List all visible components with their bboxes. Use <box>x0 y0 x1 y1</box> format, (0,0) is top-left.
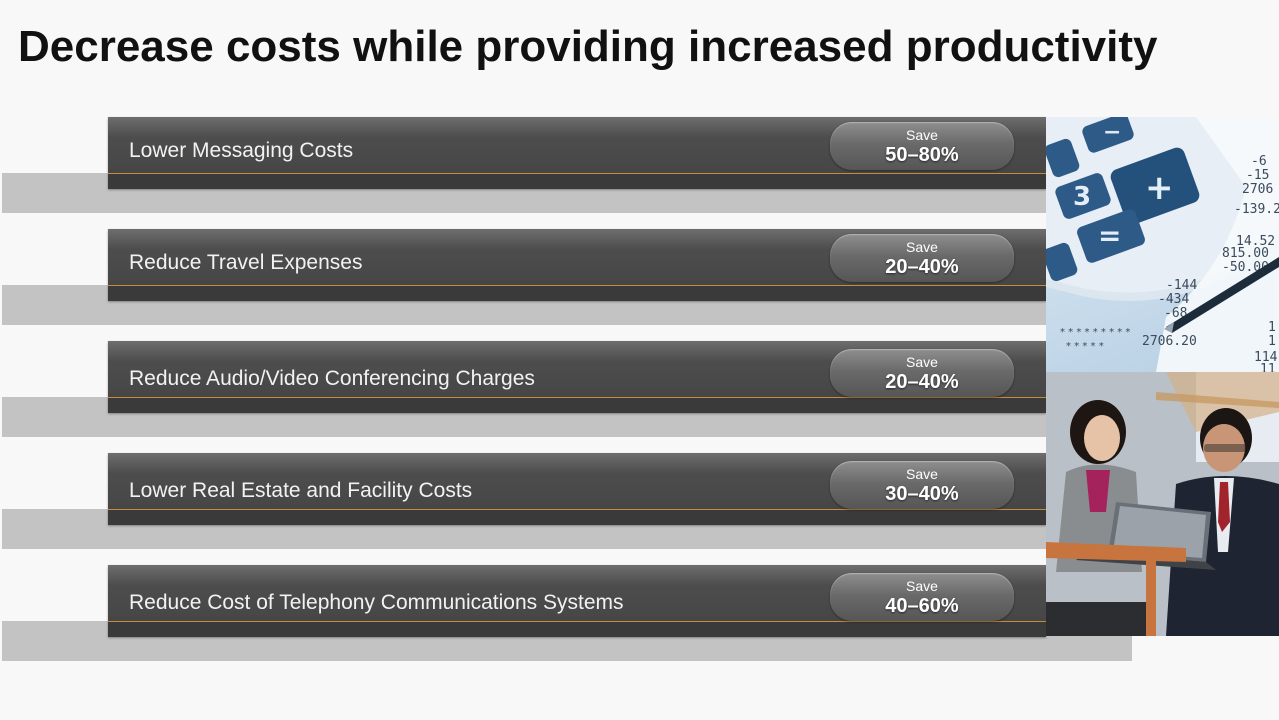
savings-row: Reduce Cost of Telephony Communications … <box>0 565 1279 673</box>
bar-accent-line <box>108 397 1046 398</box>
save-label: Save <box>906 239 938 255</box>
receipt-figure: 1 <box>1268 334 1276 349</box>
receipt-figure: -139.2 <box>1234 202 1279 217</box>
receipt-figure: 1 <box>1268 320 1276 335</box>
bar-accent-line <box>108 621 1046 622</box>
savings-badge: Save 30–40% <box>830 461 1014 509</box>
receipt-figure: 114 <box>1254 350 1278 365</box>
bar-bottom <box>108 174 1046 189</box>
row-label: Reduce Cost of Telephony Communications … <box>129 591 624 614</box>
save-label: Save <box>906 354 938 370</box>
row-bar: Reduce Cost of Telephony Communications … <box>108 565 1046 637</box>
receipt-figure: 11 <box>1260 362 1276 372</box>
savings-percent: 20–40% <box>885 371 959 393</box>
calc-key <box>1082 117 1134 153</box>
savings-row: Reduce Travel Expenses Save 20–40% <box>0 229 1279 337</box>
save-label: Save <box>906 127 938 143</box>
bar-accent-line <box>108 285 1046 286</box>
savings-row: Lower Real Estate and Facility Costs Sav… <box>0 453 1279 561</box>
receipt-figure: -434 <box>1158 292 1189 307</box>
savings-badge: Save 50–80% <box>830 122 1014 170</box>
row-bar: Reduce Audio/Video Conferencing Charges … <box>108 341 1046 413</box>
bar-accent-line <box>108 509 1046 510</box>
bar-bottom <box>108 286 1046 301</box>
row-label: Lower Messaging Costs <box>129 139 354 162</box>
receipt-figure: 2706.20 <box>1142 334 1197 349</box>
row-bar: Lower Real Estate and Facility Costs Sav… <box>108 453 1046 525</box>
bar-bottom <box>108 622 1046 637</box>
savings-badge: Save 40–60% <box>830 573 1014 621</box>
savings-percent: 30–40% <box>885 483 959 505</box>
bar-bottom <box>108 398 1046 413</box>
save-label: Save <box>906 466 938 482</box>
row-label: Reduce Travel Expenses <box>129 251 363 274</box>
bar-accent-line <box>108 173 1046 174</box>
savings-percent: 20–40% <box>885 256 959 278</box>
page-title: Decrease costs while providing increased… <box>18 22 1158 71</box>
row-bar: Reduce Travel Expenses Save 20–40% <box>108 229 1046 301</box>
business-people-illustration <box>1046 372 1279 636</box>
receipt-figure: -15 <box>1246 168 1269 183</box>
svg-text:* * * * * * * * *: * * * * * * * * * <box>1060 327 1130 338</box>
savings-row: Reduce Audio/Video Conferencing Charges … <box>0 341 1279 449</box>
savings-badge: Save 20–40% <box>830 349 1014 397</box>
bar-bottom <box>108 510 1046 525</box>
savings-badge: Save 20–40% <box>830 234 1014 282</box>
key-3-label: 3 <box>1073 182 1091 212</box>
pen <box>1166 257 1279 333</box>
minus-key-label: − <box>1103 120 1121 145</box>
savings-row: Lower Messaging Costs Save 50–80% <box>0 117 1279 225</box>
row-label: Reduce Audio/Video Conferencing Charges <box>129 367 535 390</box>
plus-key-label: + <box>1145 168 1174 208</box>
equals-key-label: = <box>1098 219 1121 252</box>
row-bar: Lower Messaging Costs Save 50–80% <box>108 117 1046 189</box>
receipt-figure: 2706 <box>1242 182 1273 197</box>
calculator-illustration: − 3 + = -6 -15 2706 -139.2 14.52 815.00 … <box>1046 117 1279 372</box>
svg-text:* * * * *: * * * * * <box>1066 341 1104 352</box>
save-label: Save <box>906 578 938 594</box>
savings-percent: 50–80% <box>885 144 959 166</box>
receipt-figure: 14.52 <box>1236 234 1275 249</box>
receipt-figure: -68 <box>1164 306 1187 321</box>
row-label: Lower Real Estate and Facility Costs <box>129 479 473 502</box>
receipt-figure: -144 <box>1166 278 1197 293</box>
savings-percent: 40–60% <box>885 595 959 617</box>
business-people-photo <box>1046 372 1279 636</box>
receipt-figure: 815.00 <box>1222 246 1269 261</box>
receipt-figure: -6 <box>1251 154 1267 169</box>
calculator-photo: − 3 + = -6 -15 2706 -139.2 14.52 815.00 … <box>1046 117 1279 372</box>
